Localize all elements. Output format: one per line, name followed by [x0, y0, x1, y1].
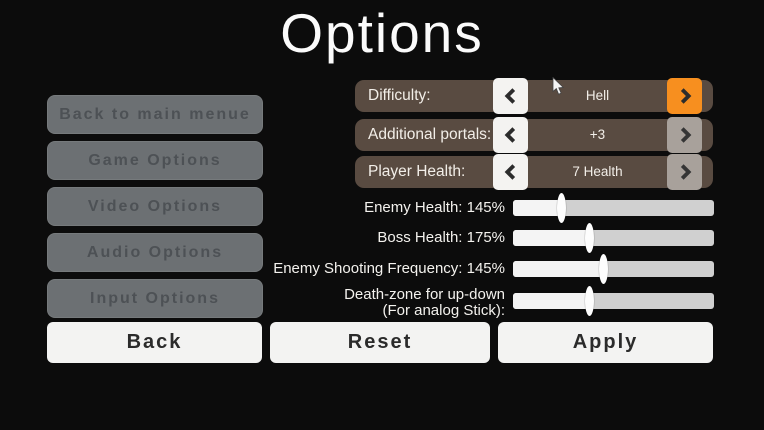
sidebar-item-video-options[interactable]: Video Options	[47, 187, 263, 226]
enemy-shooting-frequency-slider-row: Enemy Shooting Frequency: 145%	[0, 254, 764, 284]
slider-fill	[513, 230, 590, 246]
enemy-shooting-frequency-slider-label: Enemy Shooting Frequency: 145%	[273, 260, 505, 277]
player-health-value: 7 Health	[572, 164, 623, 179]
deadzone-label-line1: Death-zone for up-down	[344, 286, 505, 303]
sidebar-item-audio-options[interactable]: Audio Options	[47, 233, 263, 272]
player-health-next-button[interactable]	[667, 154, 702, 190]
sidebar-item-input-options[interactable]: Input Options	[47, 279, 263, 318]
sidebar-item-back-to-main-menu[interactable]: Back to main menue	[47, 95, 263, 134]
enemy-health-slider-row: Enemy Health: 145%	[0, 193, 764, 223]
deadzone-slider-label: Death-zone for up-down (For analog Stick…	[100, 287, 505, 319]
slider-thumb[interactable]	[584, 286, 594, 316]
difficulty-prev-button[interactable]	[493, 78, 528, 114]
player-health-selector: Player Health: 7 Health	[355, 154, 713, 190]
slider-thumb[interactable]	[584, 223, 594, 253]
chevron-right-icon	[674, 159, 696, 185]
chevron-left-icon	[500, 122, 522, 148]
difficulty-value: Hell	[585, 88, 610, 103]
slider-fill	[513, 200, 562, 216]
chevron-left-icon	[500, 159, 522, 185]
slider-fill	[513, 261, 604, 277]
chevron-right-icon	[674, 122, 696, 148]
deadzone-label-line2: (For analog Stick):	[382, 301, 505, 319]
difficulty-next-button[interactable]	[667, 78, 702, 114]
additional-portals-next-button[interactable]	[667, 117, 702, 153]
deadzone-slider-row: Death-zone for up-down (For analog Stick…	[0, 286, 764, 318]
boss-health-slider[interactable]	[513, 223, 714, 253]
enemy-health-slider[interactable]	[513, 193, 714, 223]
difficulty-label: Difficulty:	[368, 87, 431, 104]
enemy-shooting-frequency-slider[interactable]	[513, 254, 714, 284]
enemy-health-slider-label: Enemy Health: 145%	[364, 199, 505, 216]
boss-health-slider-label: Boss Health: 175%	[377, 229, 505, 246]
chevron-right-icon	[674, 83, 696, 109]
boss-health-slider-row: Boss Health: 175%	[0, 223, 764, 253]
apply-button[interactable]: Apply	[498, 322, 713, 363]
slider-thumb[interactable]	[598, 254, 608, 284]
additional-portals-label: Additional portals:	[368, 126, 492, 143]
additional-portals-selector: Additional portals: +3	[355, 117, 713, 153]
difficulty-selector: Difficulty: Hell	[355, 78, 713, 114]
player-health-label: Player Health:	[368, 163, 466, 180]
slider-thumb[interactable]	[556, 193, 566, 223]
reset-button[interactable]: Reset	[270, 322, 490, 363]
deadzone-slider[interactable]	[513, 286, 714, 316]
additional-portals-value: +3	[589, 127, 606, 142]
chevron-left-icon	[500, 83, 522, 109]
page-title: Options	[280, 2, 484, 64]
sidebar-item-game-options[interactable]: Game Options	[47, 141, 263, 180]
slider-fill	[513, 293, 590, 309]
player-health-prev-button[interactable]	[493, 154, 528, 190]
additional-portals-prev-button[interactable]	[493, 117, 528, 153]
back-button[interactable]: Back	[47, 322, 262, 363]
